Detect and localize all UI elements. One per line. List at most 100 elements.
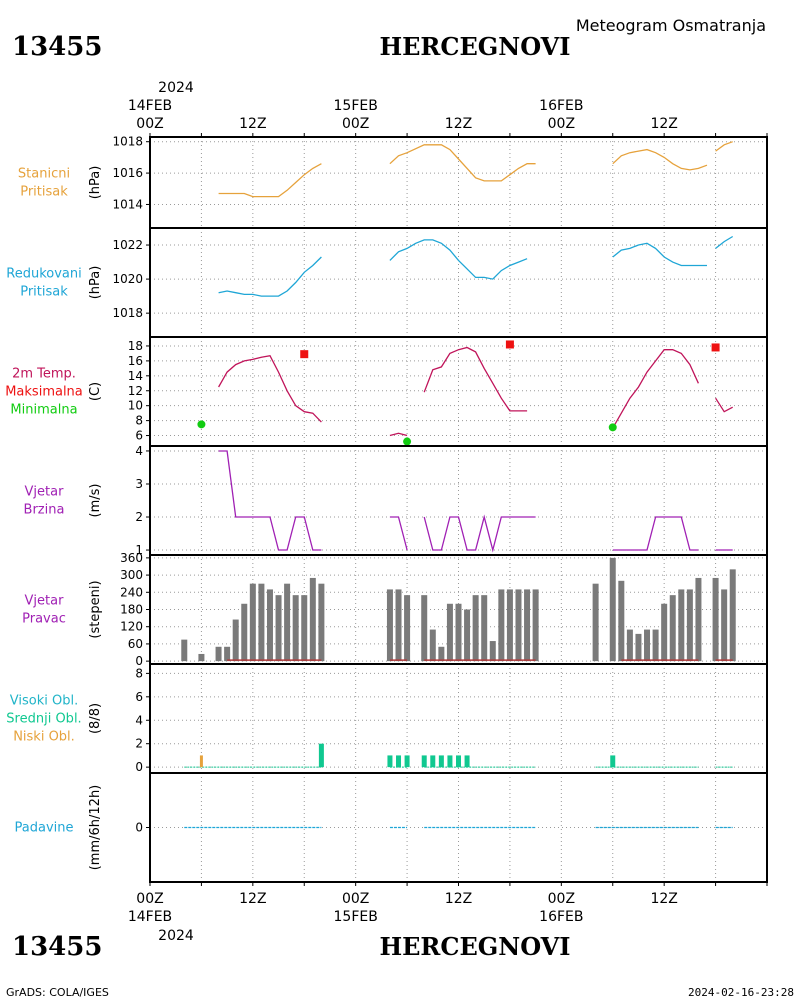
wind-direction-bar — [429, 629, 436, 662]
y-axis-label: (stepeni) — [88, 580, 103, 638]
wind-direction-bar — [721, 589, 728, 662]
panel-label: Visoki Obl. — [10, 694, 78, 709]
wind-direction-bar — [489, 641, 496, 662]
series-line — [389, 432, 408, 437]
series-line — [715, 235, 734, 249]
y-tick-label: 8 — [135, 666, 143, 680]
y-axis-label: (C) — [88, 382, 103, 401]
panel-frame — [149, 772, 768, 883]
y-tick-label: 14 — [128, 369, 143, 383]
tmin-marker — [608, 423, 617, 432]
wind-direction-bar — [386, 589, 393, 662]
y-tick-label: 6 — [135, 690, 143, 704]
cloud-mid-bar — [421, 755, 427, 768]
top-time-label: 12Z — [650, 116, 677, 132]
wind-direction-bar — [669, 595, 676, 662]
y-tick-label: 1016 — [112, 166, 143, 180]
y-axis-label: (8/8) — [88, 703, 103, 734]
panel-label: 2m Temp. — [12, 367, 76, 382]
panel-label: Pritisak — [20, 285, 68, 300]
bottom-date-label: 16FEB — [539, 909, 583, 925]
series-line — [612, 349, 699, 429]
cloud-mid-bar — [438, 755, 444, 768]
tmax-marker — [300, 350, 309, 359]
wind-direction-bar — [455, 603, 462, 662]
wind-direction-bar — [592, 583, 599, 662]
cloud-mid-bar — [456, 755, 461, 768]
cloud-mid-bar — [430, 755, 436, 768]
footer-timestamp: 2024-02-16-23:28 — [688, 986, 794, 999]
footer-credit: GrADS: COLA/IGES — [6, 986, 109, 999]
panel-7: 0 Padavine (mm/6h/12h) — [15, 772, 768, 883]
panel-label: Pravac — [22, 612, 66, 627]
series-line — [218, 450, 322, 551]
panel-label: Padavine — [15, 821, 74, 836]
bottom-date-label: 15FEB — [334, 909, 378, 925]
top-time-label: 00Z — [342, 116, 369, 132]
station-name-bottom: HERCEGNOVI — [379, 932, 570, 961]
y-tick-label: 1014 — [112, 197, 143, 211]
y-axis-label: (m/s) — [88, 484, 103, 518]
y-axis-label: (mm/6h/12h) — [88, 785, 103, 871]
panel-label: Minimalna — [10, 403, 77, 418]
panel-label: Redukovani — [6, 267, 81, 282]
panel-1: 1014 1016 1018 Stanicni Pritisak (hPa) — [18, 135, 768, 229]
y-axis-label: (hPa) — [88, 266, 103, 300]
cloud-low-bar — [199, 755, 203, 768]
panel-label: Srednji Obl. — [6, 712, 81, 727]
top-date-label: 16FEB — [539, 98, 583, 114]
y-tick-label: 10 — [128, 399, 143, 413]
bottom-date-label: 14FEB — [128, 909, 172, 925]
wind-direction-bar — [224, 646, 231, 662]
tmin-marker — [197, 420, 206, 429]
top-time-label: 12Z — [445, 116, 472, 132]
year-label-bottom: 2024 — [158, 928, 194, 944]
y-tick-label: 4 — [135, 444, 143, 458]
tmax-marker — [505, 340, 514, 349]
wind-direction-bar — [644, 629, 651, 662]
panel-label: Brzina — [24, 503, 65, 518]
y-tick-label: 0 — [135, 654, 143, 668]
y-tick-label: 4 — [135, 713, 143, 727]
wind-direction-bar — [181, 639, 188, 662]
panel-label: Niski Obl. — [13, 730, 75, 745]
wind-direction-bar — [301, 595, 308, 662]
series-line — [218, 163, 322, 198]
wind-direction-bar — [318, 583, 325, 662]
series-line — [612, 148, 708, 171]
bottom-time-label: 00Z — [342, 891, 369, 907]
wind-direction-bar — [258, 583, 265, 662]
y-tick-label: 3 — [135, 477, 143, 491]
wind-direction-bar — [275, 595, 282, 662]
series-line — [715, 397, 734, 413]
top-time-label: 00Z — [136, 116, 163, 132]
bottom-time-label: 12Z — [650, 891, 677, 907]
bottom-time-label: 12Z — [239, 891, 266, 907]
tmax-marker — [711, 343, 720, 352]
wind-direction-bar — [695, 577, 702, 662]
series-line — [389, 144, 536, 182]
y-tick-label: 12 — [128, 384, 143, 398]
y-tick-label: 240 — [120, 585, 143, 599]
panel-6: 0 2 4 6 8 Visoki Obl. Srednji Obl. Niski Obl. (8… — [6, 663, 768, 774]
y-tick-label: 1020 — [112, 272, 143, 286]
y-tick-label: 2 — [135, 510, 143, 524]
wind-direction-bar — [524, 589, 531, 662]
panel-label: Vjetar — [25, 594, 65, 609]
panel-5: 0 60 120 180 240 300 360 Vjetar Pravac (stepeni) — [22, 551, 768, 668]
cloud-mid-bar — [464, 755, 470, 768]
wind-direction-bar — [404, 595, 411, 662]
cloud-mid-bar — [396, 755, 402, 768]
cloud-mid-bar — [447, 755, 453, 768]
panel-label: Maksimalna — [5, 385, 83, 400]
wind-direction-bar — [292, 595, 299, 662]
top-time-label: 12Z — [239, 116, 266, 132]
y-tick-label: 0 — [135, 760, 143, 774]
wind-direction-bar — [481, 595, 488, 662]
station-id-bottom: 13455 — [12, 932, 102, 962]
wind-direction-bar — [626, 629, 633, 662]
wind-direction-bar — [395, 589, 402, 662]
